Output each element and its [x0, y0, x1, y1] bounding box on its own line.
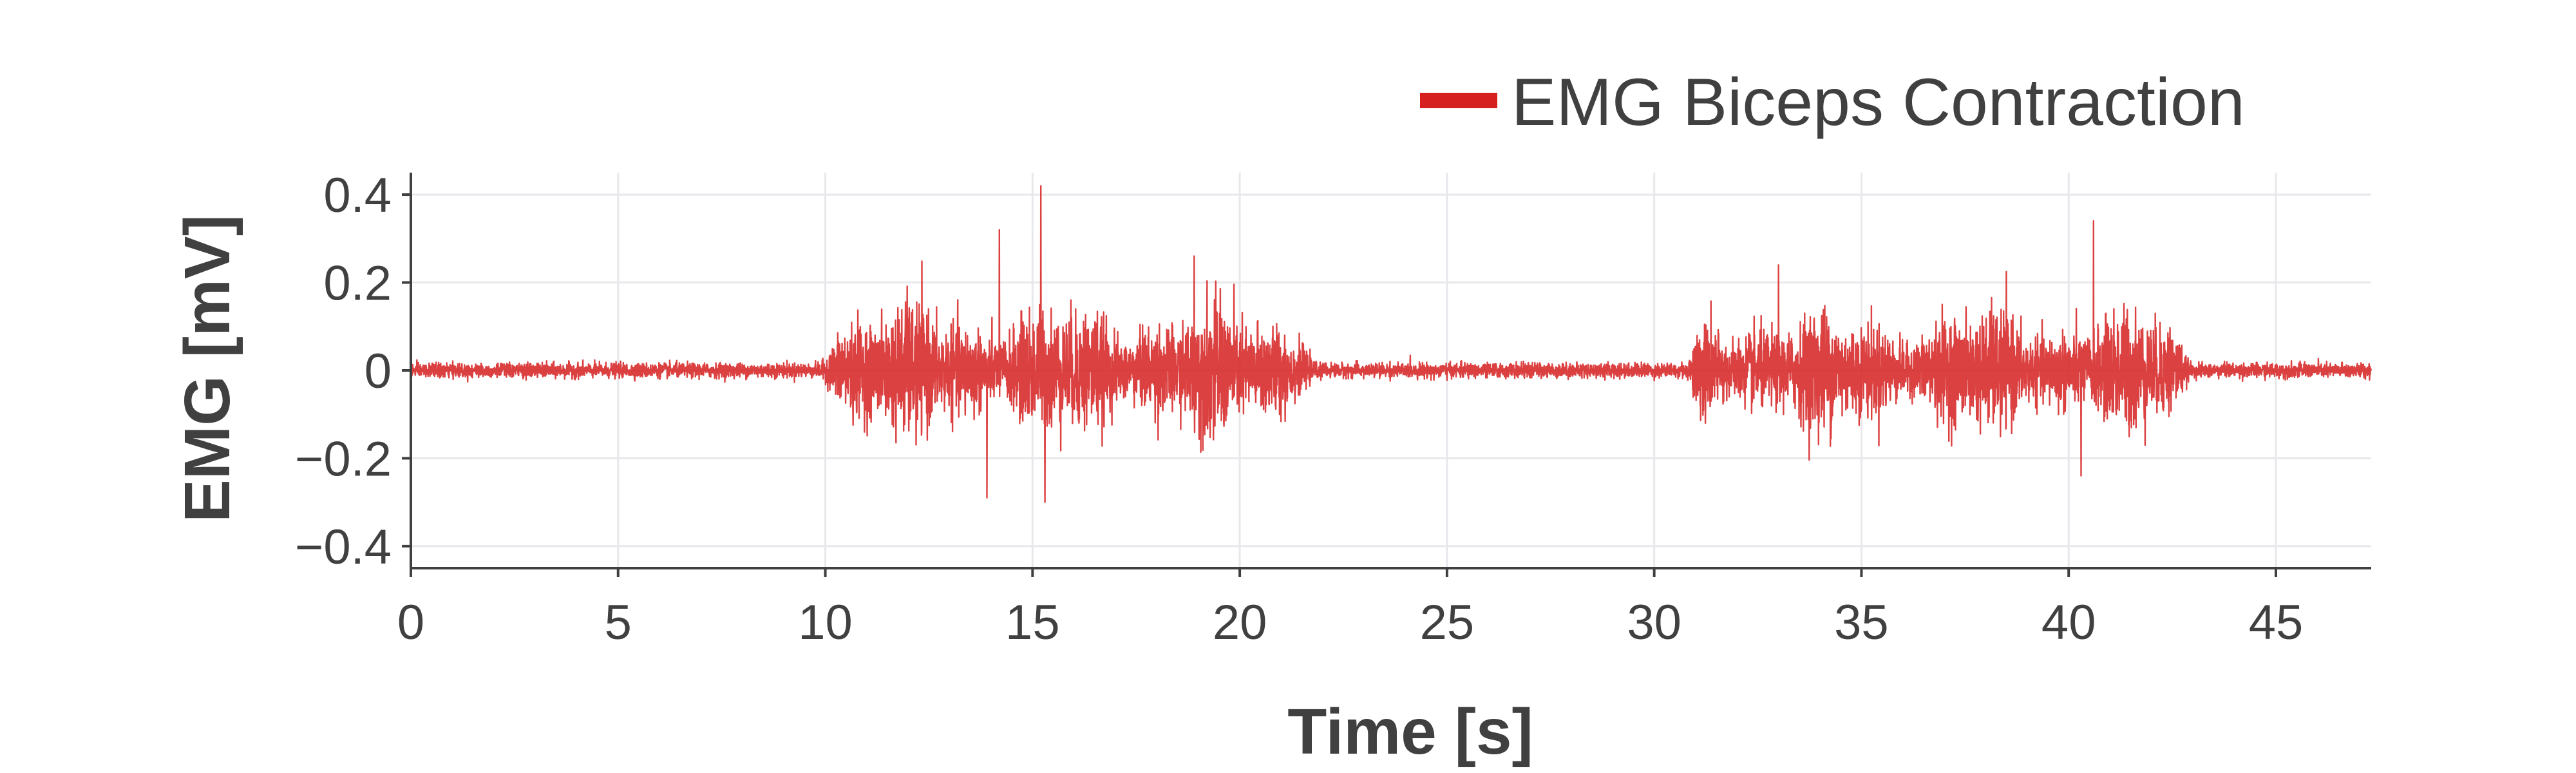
legend: EMG Biceps Contraction — [1420, 65, 2245, 140]
plot-area — [410, 185, 2372, 503]
y-tick-label: 0.4 — [323, 168, 392, 223]
x-tick-label: 15 — [1005, 595, 1060, 650]
x-tick-label: 30 — [1627, 595, 1681, 650]
x-tick-label: 25 — [1420, 595, 1475, 650]
legend-label: EMG Biceps Contraction — [1511, 65, 2245, 140]
y-axis-ticks: 0.4 0.2 0 −0.2 −0.4 — [295, 168, 411, 575]
emg-series-line — [410, 185, 2372, 503]
x-tick-label: 45 — [2249, 595, 2304, 650]
x-axis-ticks: 0 5 10 15 20 25 30 35 40 45 — [397, 568, 2303, 650]
x-tick-label: 35 — [1834, 595, 1889, 650]
x-tick-label: 40 — [2041, 595, 2096, 650]
x-tick-label: 0 — [397, 595, 424, 650]
y-tick-label: 0 — [365, 344, 392, 399]
y-tick-label: −0.2 — [295, 432, 392, 486]
y-tick-label: −0.4 — [295, 520, 392, 575]
x-tick-label: 10 — [798, 595, 853, 650]
y-axis-title: EMG [mV] — [171, 215, 243, 522]
x-axis-title: Time [s] — [1287, 696, 1533, 768]
x-tick-label: 5 — [605, 595, 632, 650]
y-tick-label: 0.2 — [323, 256, 392, 311]
x-tick-label: 20 — [1213, 595, 1267, 650]
